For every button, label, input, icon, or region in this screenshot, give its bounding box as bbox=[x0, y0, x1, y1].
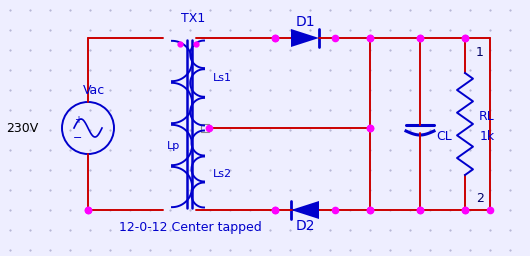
Text: 230V: 230V bbox=[6, 122, 38, 134]
Text: Ls1: Ls1 bbox=[213, 73, 232, 83]
Text: 2: 2 bbox=[476, 191, 484, 205]
Text: Ls2: Ls2 bbox=[213, 169, 232, 179]
Text: Vac: Vac bbox=[83, 83, 105, 97]
Polygon shape bbox=[291, 201, 319, 219]
Text: 1k: 1k bbox=[480, 130, 494, 143]
Text: TX1: TX1 bbox=[181, 12, 205, 25]
Text: Lp: Lp bbox=[167, 141, 181, 151]
Text: D2: D2 bbox=[295, 219, 315, 233]
Text: D1: D1 bbox=[295, 15, 315, 29]
Bar bbox=[201, 124, 209, 132]
Text: 1: 1 bbox=[476, 46, 484, 59]
Text: −: − bbox=[73, 133, 83, 143]
Text: +: + bbox=[74, 115, 82, 125]
Text: CL: CL bbox=[436, 130, 452, 143]
Text: 12-0-12 Center tapped: 12-0-12 Center tapped bbox=[119, 221, 261, 234]
Polygon shape bbox=[291, 29, 319, 47]
Text: RL: RL bbox=[479, 110, 495, 123]
